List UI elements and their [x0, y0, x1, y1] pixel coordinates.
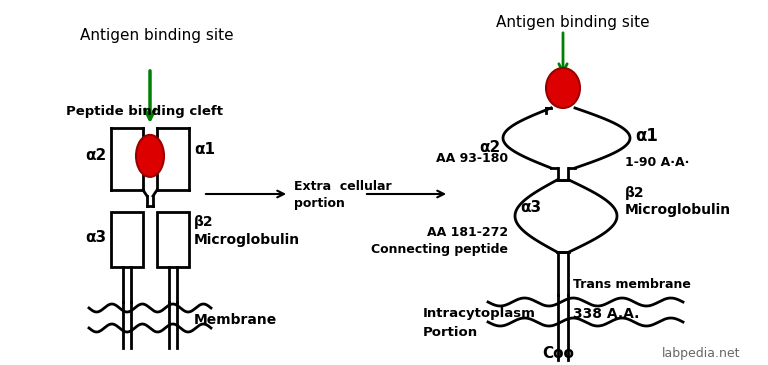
Text: 1-90 A·A·: 1-90 A·A·	[625, 157, 690, 169]
Ellipse shape	[136, 135, 164, 177]
Text: Microglobulin: Microglobulin	[194, 233, 300, 247]
Text: Trans membrane: Trans membrane	[573, 278, 691, 292]
Text: Peptide binding cleft: Peptide binding cleft	[67, 105, 223, 118]
Text: α1: α1	[194, 142, 215, 158]
Text: Antigen binding site: Antigen binding site	[80, 28, 233, 43]
Text: Antigen binding site: Antigen binding site	[496, 15, 650, 30]
Text: α3: α3	[85, 231, 106, 246]
Bar	[157, 212, 189, 267]
Text: α3: α3	[520, 200, 541, 215]
Text: Microglobulin: Microglobulin	[625, 203, 731, 217]
Text: AA 93-180: AA 93-180	[436, 151, 508, 165]
Ellipse shape	[546, 68, 580, 108]
Text: Connecting peptide: Connecting peptide	[371, 242, 508, 255]
Text: Intracytoplasm: Intracytoplasm	[423, 307, 536, 320]
Bar	[111, 212, 143, 267]
Text: Portion: Portion	[423, 326, 478, 338]
Text: labpedia.net: labpedia.net	[661, 347, 740, 361]
Text: Extra  cellular: Extra cellular	[294, 180, 392, 192]
Text: α2: α2	[84, 147, 106, 162]
Text: 338 A.A.: 338 A.A.	[573, 307, 640, 321]
Text: AA 181-272: AA 181-272	[427, 226, 508, 238]
Text: Membrane: Membrane	[194, 313, 277, 327]
Text: α1: α1	[635, 127, 658, 145]
Text: β2: β2	[625, 186, 644, 200]
Text: α2: α2	[480, 141, 501, 155]
Text: Coo: Coo	[542, 346, 574, 361]
Text: β2: β2	[194, 215, 214, 229]
Text: portion: portion	[294, 197, 345, 211]
